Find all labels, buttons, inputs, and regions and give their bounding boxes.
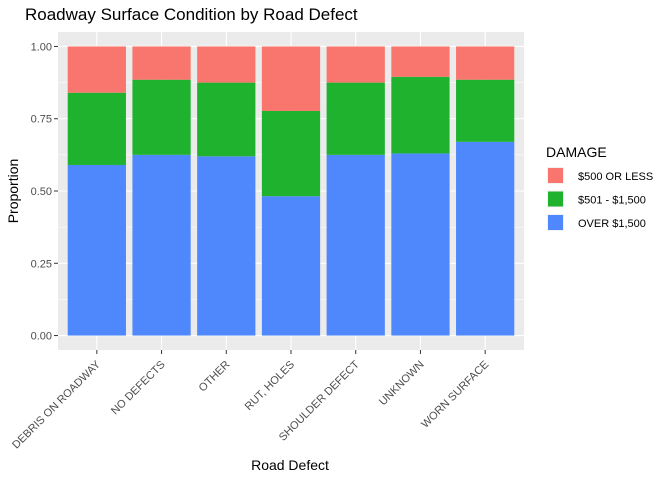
legend-swatch: [548, 215, 563, 230]
bar-segment: [326, 82, 385, 155]
y-axis: 0.00 0.25 0.50 0.75 1.00: [31, 41, 58, 343]
bar-segment: [132, 79, 191, 155]
bar-segment: [456, 79, 515, 142]
bar-segment: [391, 46, 450, 77]
y-tick-label: 1.00: [31, 41, 52, 53]
x-axis: DEBRIS ON ROADWAY NO DEFECTS OTHER RUT, HOL…: [10, 350, 491, 451]
x-tick-label: RUT, HOLES: [243, 359, 297, 413]
bar-segment: [261, 46, 321, 111]
bar-segment: [391, 76, 450, 154]
x-tick-label: UNKNOWN: [377, 359, 427, 409]
y-tick-label: 0.00: [31, 331, 52, 343]
x-tick-label: DEBRIS ON ROADWAY: [10, 358, 103, 451]
x-tick-label: OTHER: [197, 359, 233, 395]
bar-segment: [456, 141, 515, 336]
bar-segment: [326, 154, 385, 336]
x-axis-title: Road Defect: [251, 457, 329, 473]
bar-segment: [132, 46, 191, 80]
legend-swatch: [548, 191, 563, 207]
bar-segment: [326, 46, 385, 83]
legend-swatch: [548, 168, 563, 183]
bar-segment: [197, 46, 256, 83]
chart-title: Roadway Surface Condition by Road Defect: [25, 5, 358, 24]
bar-segment: [197, 82, 256, 157]
y-tick-label: 0.25: [31, 258, 52, 270]
y-axis-title: Proportion: [5, 159, 21, 224]
legend-label: OVER $1,500: [578, 218, 646, 230]
bar-segment: [261, 110, 321, 197]
legend-title: DAMAGE: [546, 144, 607, 160]
bar-segment: [261, 196, 321, 336]
legend: DAMAGE $500 OR LESS $501 - $1,500 OVER $1,…: [546, 144, 653, 231]
legend-label: $501 - $1,500: [578, 195, 646, 207]
x-tick-label: WORN SURFACE: [419, 359, 491, 431]
bar-segment: [391, 153, 450, 336]
bar-segment: [456, 46, 515, 80]
y-tick-label: 0.50: [31, 186, 52, 198]
legend-label: $500 OR LESS: [578, 171, 653, 183]
bars: [67, 46, 515, 336]
bar-segment: [197, 156, 256, 336]
bar-segment: [67, 164, 126, 336]
bar-segment: [67, 46, 126, 93]
x-tick-label: NO DEFECTS: [109, 359, 168, 418]
y-tick-label: 0.75: [31, 114, 52, 126]
bar-segment: [132, 154, 191, 336]
bar-segment: [67, 92, 126, 165]
